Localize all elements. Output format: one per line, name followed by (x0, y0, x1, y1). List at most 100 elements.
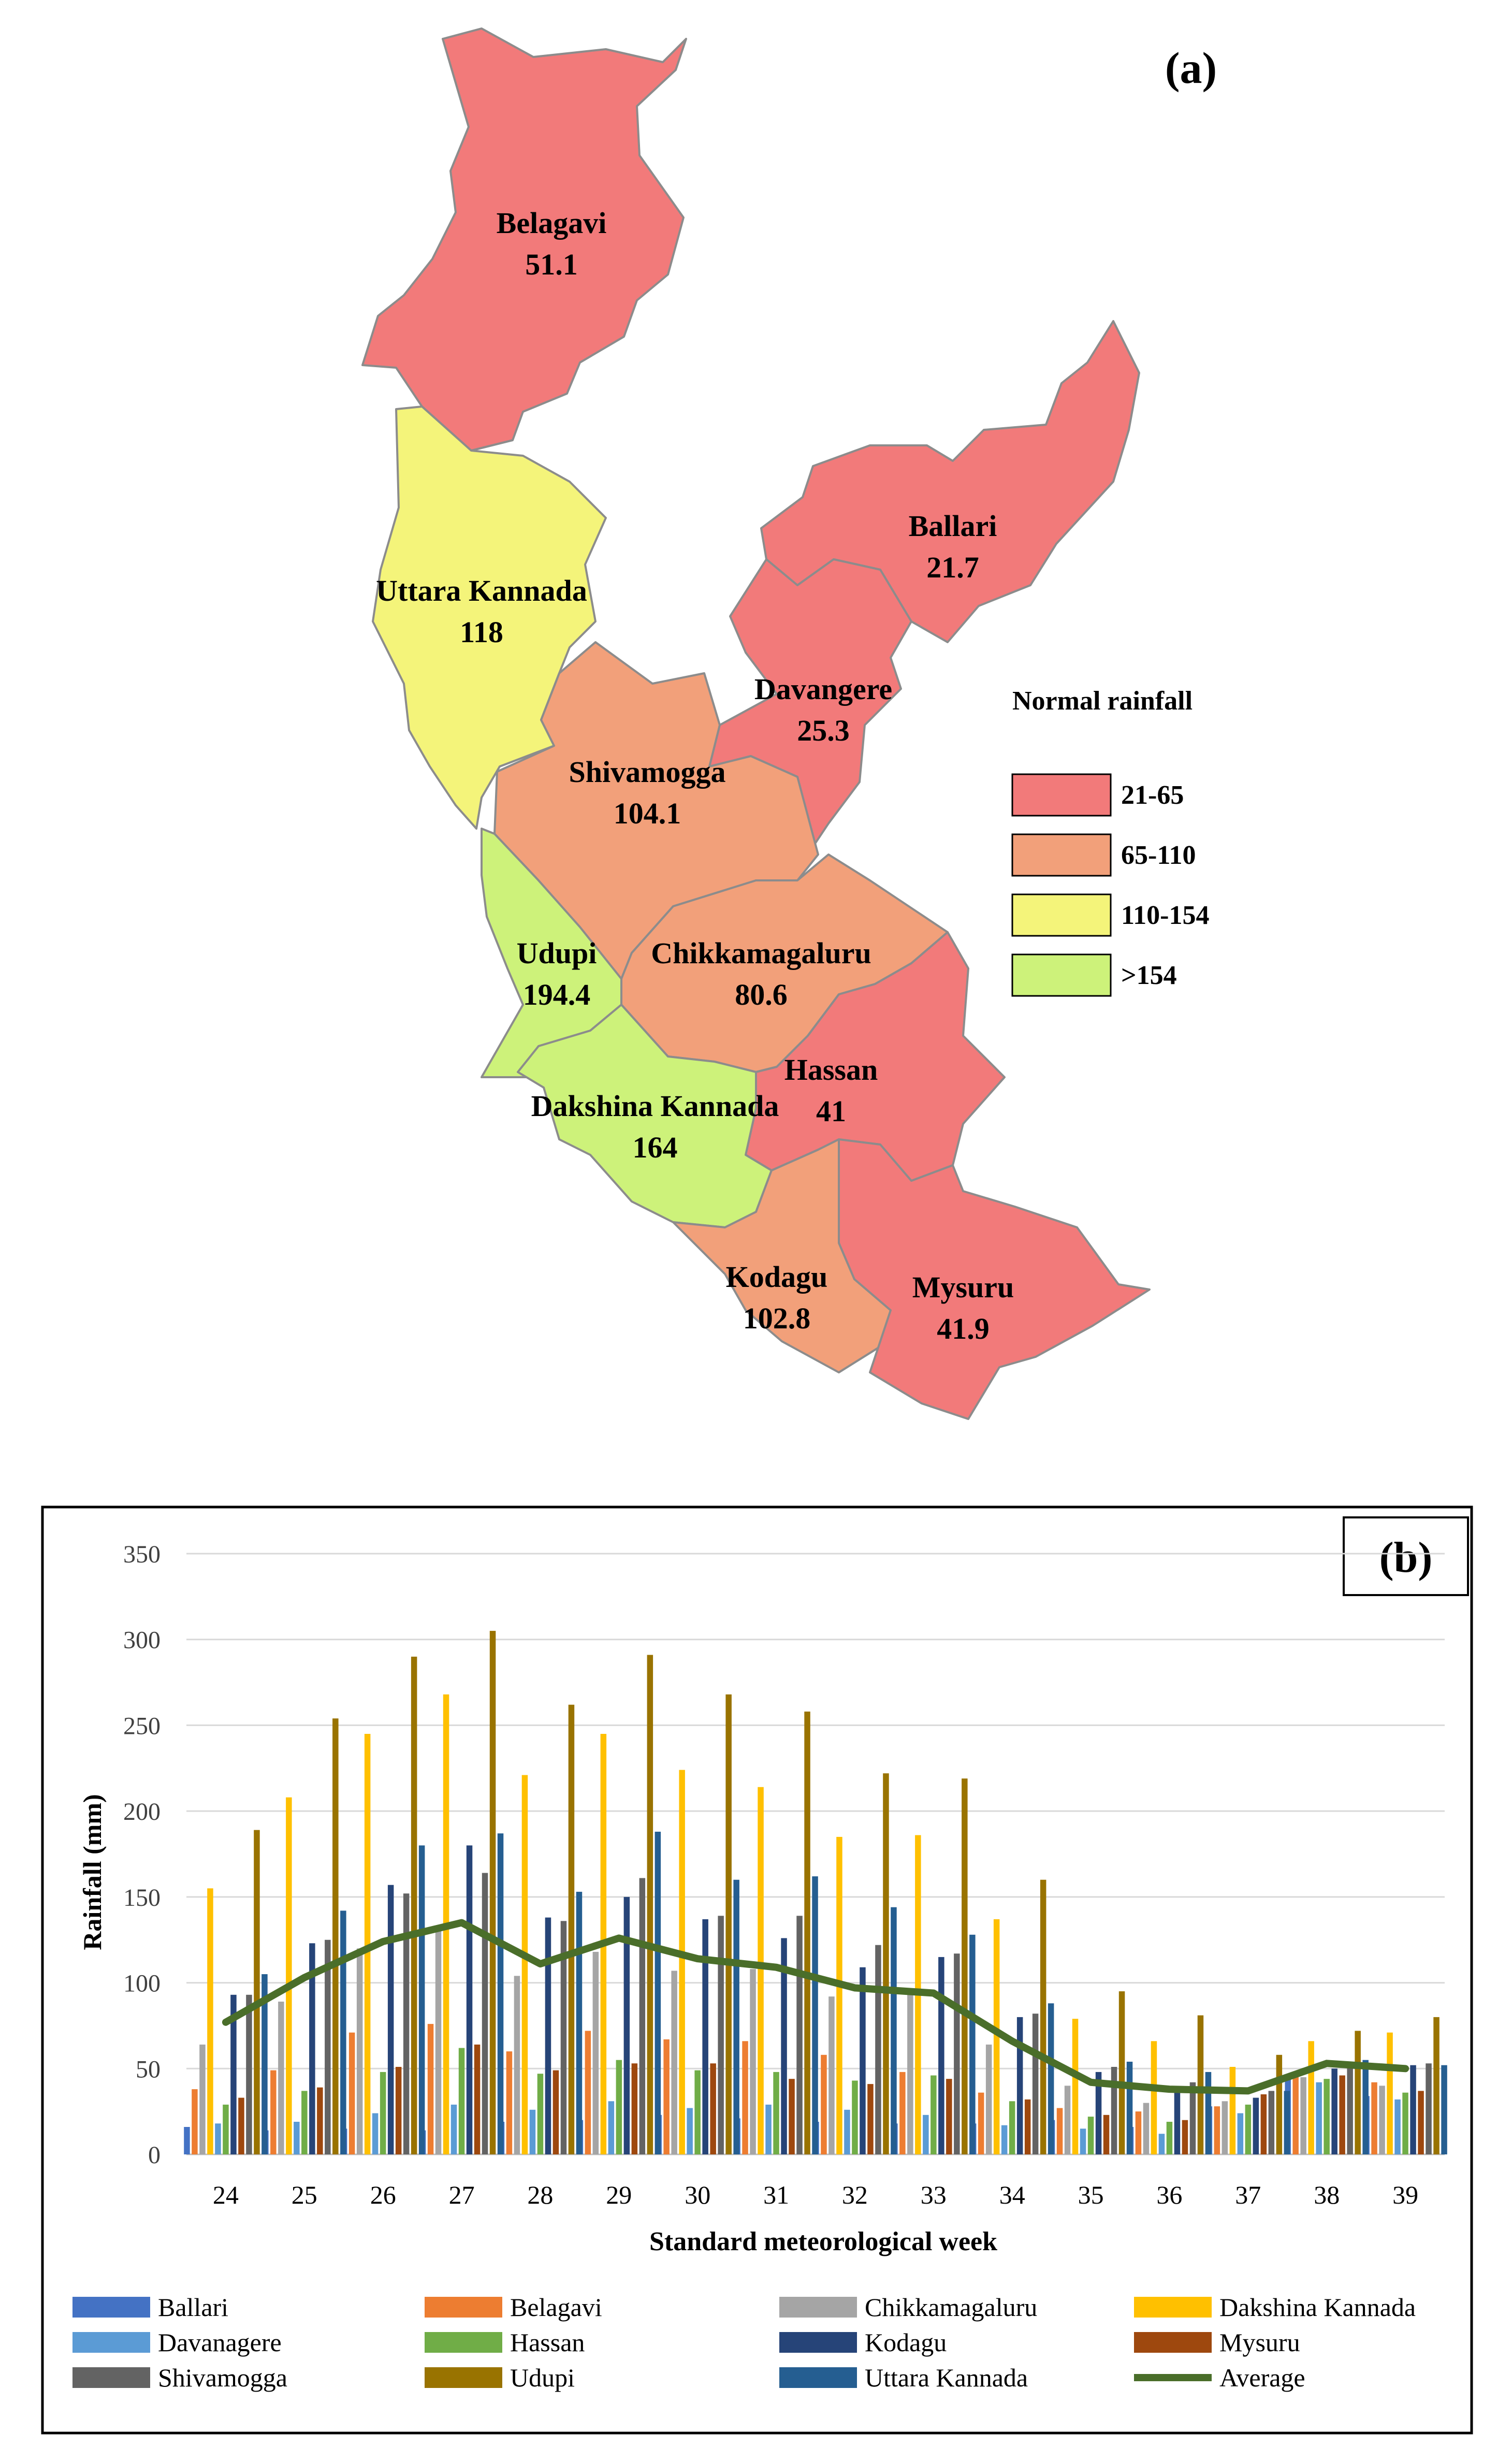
district-name-shivamogga: Shivamogga (569, 755, 726, 789)
district-mysuru (838, 1138, 1151, 1420)
bar-udupi-week-37 (1276, 2054, 1283, 2154)
average-line (222, 1919, 1409, 2095)
bar-udupi-week-39 (1433, 2017, 1440, 2154)
district-name-mysuru: Mysuru (912, 1270, 1014, 1304)
bar-shivamogga-week-29 (639, 1878, 646, 2154)
bar-kodagu-week-39 (1410, 2065, 1416, 2154)
bar-kodagu-week-35 (1095, 2072, 1102, 2154)
bar-belagavi-week-37 (1214, 2106, 1220, 2154)
bar-davanagere-week-35 (1080, 2129, 1086, 2154)
bar-hassan-week-26 (380, 2072, 386, 2154)
bar-davanagere-week-24 (215, 2123, 221, 2154)
y-tick-150: 150 (123, 1884, 161, 1912)
bar-uttara-kannada-week-34 (1048, 2003, 1054, 2154)
bar-belagavi-week-24 (192, 2089, 198, 2154)
y-tick-50: 50 (136, 2055, 161, 2083)
bar-davanagere-week-34 (1001, 2125, 1008, 2154)
bar-shivamogga-week-35 (1111, 2067, 1117, 2154)
chart-legend-swatch-ballari (72, 2297, 150, 2318)
bar-davanagere-week-33 (923, 2115, 929, 2154)
bar-udupi-week-24 (254, 1830, 260, 2154)
average-point-week-39 (1405, 2068, 1406, 2069)
district-value-kodagu: 102.8 (743, 1301, 811, 1335)
bar-uttara-kannada-week-27 (497, 1833, 504, 2154)
bar-shivamogga-week-24 (246, 1994, 252, 2154)
bar-belagavi-week-28 (506, 2051, 513, 2154)
district-value-ballari: 21.7 (926, 551, 979, 584)
average-point-week-25 (303, 1977, 305, 1978)
average-point-week-31 (776, 1966, 777, 1968)
chart-bars (184, 1631, 1447, 2154)
bar-kodagu-week-37 (1253, 2097, 1259, 2154)
x-tick-32: 32 (842, 2180, 868, 2209)
average-point-week-36 (1169, 2089, 1170, 2090)
district-name-dakshina-kannada: Dakshina Kannada (531, 1089, 779, 1123)
bar-udupi-week-30 (725, 1694, 732, 2154)
bar-shivamogga-week-38 (1347, 2065, 1353, 2154)
bar-chikkamagaluru-week-26 (356, 1948, 363, 2154)
x-axis-label: Standard meteorological week (649, 2227, 997, 2256)
bar-uttara-kannada-week-39 (1441, 2065, 1447, 2154)
bar-belagavi-week-38 (1292, 2075, 1299, 2154)
bar-kodagu-week-32 (860, 1967, 866, 2154)
chart-legend-label-belagavi: Belagavi (510, 2293, 602, 2322)
average-point-week-37 (1247, 2090, 1249, 2092)
chart-legend-swatch-davanagere (72, 2332, 150, 2353)
chart-legend-label-hassan: Hassan (510, 2328, 585, 2357)
bar-shivamogga-week-33 (954, 1953, 960, 2154)
bar-belagavi-week-36 (1135, 2111, 1142, 2154)
bar-davanagere-week-26 (372, 2113, 379, 2154)
x-tick-27: 27 (449, 2180, 475, 2209)
district-belagavi (361, 27, 687, 452)
bar-mysuru-week-29 (631, 2063, 638, 2154)
bar-mysuru-week-26 (395, 2067, 402, 2154)
chart-legend-label-davanagere: Davanagere (158, 2328, 282, 2357)
bar-dakshina-kannada-week-34 (993, 1919, 1000, 2154)
bar-dakshina-kannada-week-39 (1387, 2032, 1393, 2154)
bar-kodagu-week-31 (781, 1938, 787, 2154)
chart-legend-label-dakshina-kannada: Dakshina Kannada (1219, 2293, 1416, 2322)
bar-hassan-week-29 (616, 2060, 622, 2154)
bar-udupi-week-38 (1355, 2031, 1361, 2154)
bar-shivamogga-week-30 (718, 1916, 724, 2154)
bar-mysuru-week-39 (1418, 2091, 1424, 2154)
bar-belagavi-week-27 (427, 2024, 434, 2154)
chart-legend-swatch-hassan (425, 2332, 502, 2353)
bar-dakshina-kannada-week-36 (1151, 2041, 1157, 2154)
average-point-week-29 (618, 1937, 620, 1939)
bar-belagavi-week-39 (1371, 2082, 1377, 2154)
average-point-week-35 (1090, 2081, 1092, 2083)
chart-legend-swatch-kodagu (779, 2332, 857, 2353)
district-value-belagavi: 51.1 (525, 248, 578, 281)
bar-uttara-kannada-week-30 (733, 1879, 739, 2154)
bar-chikkamagaluru-week-35 (1064, 2086, 1071, 2154)
bar-ballari-week-24 (184, 2127, 190, 2154)
chart-legend-swatch-uttara-kannada (779, 2367, 857, 2388)
bar-dakshina-kannada-week-24 (207, 1888, 213, 2154)
bar-davanagere-week-25 (294, 2122, 300, 2154)
bar-mysuru-week-25 (317, 2087, 323, 2154)
bar-belagavi-week-29 (585, 2031, 591, 2154)
bar-mysuru-week-35 (1103, 2115, 1110, 2154)
district-dakshina-kannada (517, 1004, 773, 1228)
district-davangere (708, 558, 912, 856)
average-point-week-24 (225, 2021, 226, 2023)
chart-legend-swatch-udupi (425, 2367, 502, 2388)
district-regions (361, 27, 1151, 1420)
bar-dakshina-kannada-week-28 (521, 1775, 528, 2154)
chart-legend-label-mysuru: Mysuru (1219, 2328, 1300, 2357)
average-line-path (222, 1919, 1409, 2095)
bar-mysuru-week-38 (1339, 2075, 1345, 2154)
x-tick-35: 35 (1078, 2180, 1104, 2209)
map-legend: 21-65 65-110 110-154 >154 (1011, 773, 1209, 997)
bar-hassan-week-24 (223, 2104, 229, 2154)
chart-legend-swatch-shivamogga (72, 2367, 150, 2388)
bar-mysuru-week-36 (1182, 2120, 1188, 2154)
y-tick-250: 250 (123, 1712, 161, 1740)
bar-dakshina-kannada-week-30 (679, 1770, 685, 2154)
district-value-chikkamagaluru: 80.6 (735, 978, 788, 1011)
average-point-week-33 (933, 1992, 934, 1994)
chart-legend: Ballari Belagavi Chikkamagaluru Dakshina Ka… (72, 2293, 1416, 2392)
district-value-shivamogga: 104.1 (614, 797, 681, 830)
legend-label-2: 110-154 (1121, 901, 1209, 930)
